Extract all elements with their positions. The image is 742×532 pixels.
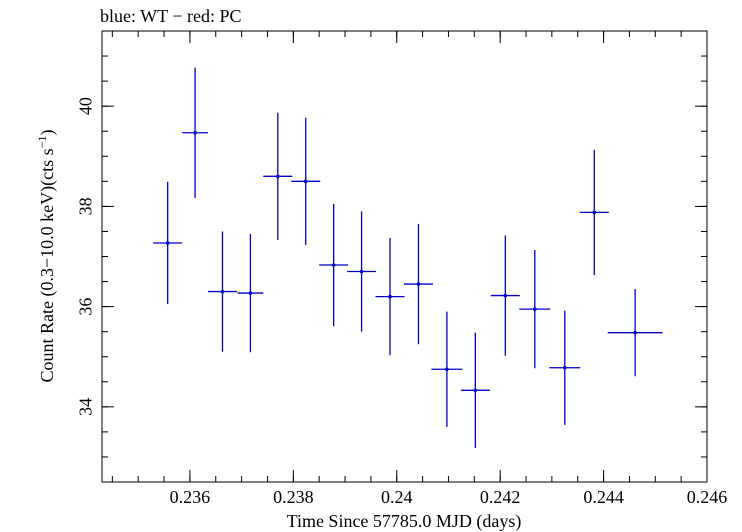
data-marker [473,388,478,393]
data-point [519,249,551,369]
data-marker [445,367,449,372]
data-point [319,203,349,327]
data-point [579,149,609,276]
y-tick-labels: 34 36 38 40 [75,97,95,416]
data-point [153,181,183,305]
x-tick-label: 0.244 [583,487,624,507]
x-tick-label: 0.246 [687,487,728,507]
data-marker [220,289,225,294]
data-point [208,231,237,352]
data-marker [388,294,392,299]
data-point [347,211,377,332]
data-marker [633,330,637,335]
data-point [291,117,321,245]
data-series-wt [153,67,663,448]
x-tick-labels: 0.236 0.238 0.24 0.242 0.244 0.246 [170,487,728,507]
data-point [263,112,293,240]
y-tick-label: 36 [75,298,95,316]
data-marker [503,293,508,298]
data-point [403,223,433,345]
data-point [549,310,581,425]
data-marker [331,263,336,267]
chart-title: blue: WT − red: PC [100,6,241,26]
data-marker [165,241,170,245]
data-marker [248,291,253,295]
y-axis-label-exponent: −1 [35,136,49,149]
x-tick-label: 0.24 [381,487,413,507]
data-point [375,237,405,356]
data-point [237,233,264,353]
y-axis-label-main: Count Rate (0.3−10.0 keV)(cts s [37,148,58,382]
y-axis-label: Count Rate (0.3−10.0 keV)(cts s−1) [35,130,58,383]
data-point [431,311,463,427]
data-marker [303,179,308,184]
data-marker [592,210,597,215]
data-marker [533,307,537,311]
data-marker [193,130,197,135]
x-axis-label: Time Since 57785.0 MJD (days) [287,511,522,532]
y-axis-label-close: ) [37,130,58,136]
data-point [182,67,209,198]
data-marker [416,282,421,286]
data-point [460,332,490,448]
y-tick-label: 34 [75,398,95,416]
y-tick-label: 38 [75,197,95,215]
data-marker [562,365,567,370]
x-tick-label: 0.236 [170,487,211,507]
plot-frame [101,30,708,483]
data-marker [276,174,280,179]
x-tick-label: 0.242 [480,487,521,507]
data-point [490,235,520,356]
y-tick-label: 40 [75,97,95,115]
axis-ticks [102,30,708,483]
data-point [607,289,663,377]
x-tick-label: 0.238 [273,487,314,507]
data-marker [359,269,364,274]
